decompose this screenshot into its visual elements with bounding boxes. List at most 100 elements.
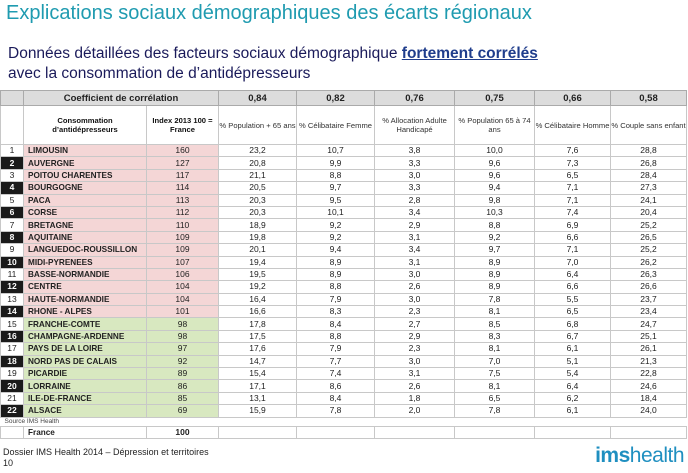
region-index: 160: [146, 143, 219, 158]
region-value: 17,8: [218, 317, 297, 331]
table-row: 4 BOURGOGNE 114 20,5 9,7 3,3 9,4 7,1 27,3: [0, 181, 687, 195]
logo-health: health: [629, 444, 685, 467]
header-row: Consommation d’antidépresseurs Index 2013…: [0, 105, 687, 145]
rank-number: 19: [0, 367, 24, 381]
region-value: 6,5: [454, 391, 535, 406]
table-body: Coefficient de corrélation 0,84 0,82 0,76 0,…: [0, 90, 687, 440]
region-value: 6,8: [534, 317, 611, 331]
france-spacer: [0, 425, 24, 440]
region-value: 9,5: [296, 193, 375, 207]
region-value: 6,7: [534, 329, 611, 344]
region-index: 127: [146, 156, 219, 170]
table-row: 20 LORRAINE 86 17,1 8,6 2,6 8,1 6,4 24,6: [0, 379, 687, 393]
source-row: Source IMS Health: [1, 417, 687, 426]
region-value: 3,0: [374, 168, 455, 183]
region-value: 26,6: [610, 280, 687, 294]
region-value: 6,9: [534, 218, 611, 232]
france-row: France 100: [0, 425, 687, 440]
rank-number: 22: [0, 404, 24, 418]
table-row: 6 CORSE 112 20,3 10,1 3,4 10,3 7,4 20,4: [0, 205, 687, 220]
region-value: 2,0: [374, 404, 455, 418]
region-value: 9,6: [454, 156, 535, 170]
region-value: 6,1: [534, 342, 611, 356]
region-name: AQUITAINE: [23, 230, 147, 245]
region-value: 22,8: [610, 367, 687, 381]
region-name: RHONE - ALPES: [23, 305, 147, 319]
region-value: 2,3: [374, 305, 455, 319]
region-value: 8,4: [296, 391, 375, 406]
region-value: 3,4: [374, 243, 455, 257]
header-column: % Célibataire Femme: [296, 105, 375, 145]
region-value: 7,8: [454, 404, 535, 418]
region-value: 3,4: [374, 205, 455, 220]
coef-spacer: [0, 90, 24, 106]
rank-number: 16: [0, 329, 24, 344]
region-value: 16,6: [218, 305, 297, 319]
table-row: 10 MIDI-PYRENEES 107 19,4 8,9 3,1 8,9 7,0 26,2: [0, 255, 687, 269]
region-value: 8,9: [454, 255, 535, 269]
region-value: 5,4: [534, 367, 611, 381]
rank-number: 10: [0, 255, 24, 269]
region-value: 6,6: [534, 230, 611, 245]
coef-value: 0,82: [296, 90, 375, 106]
region-name: BASSE-NORMANDIE: [23, 267, 147, 282]
coef-value: 0,58: [610, 90, 687, 106]
region-value: 8,3: [296, 305, 375, 319]
region-value: 17,1: [218, 379, 297, 393]
region-value: 24,7: [610, 317, 687, 331]
region-value: 21,3: [610, 354, 687, 369]
region-value: 15,9: [218, 404, 297, 418]
table-row: 19 PICARDIE 89 15,4 7,4 3,1 7,5 5,4 22,8: [0, 367, 687, 381]
rank-number: 14: [0, 305, 24, 319]
rank-number: 6: [0, 205, 24, 220]
region-index: 112: [146, 205, 219, 220]
region-name: HAUTE-NORMANDIE: [23, 292, 147, 307]
region-value: 8,3: [454, 329, 535, 344]
region-value: 2,9: [374, 218, 455, 232]
region-name: CHAMPAGNE-ARDENNE: [23, 329, 147, 344]
region-index: 69: [146, 404, 219, 418]
region-name: BOURGOGNE: [23, 181, 147, 195]
region-name: PACA: [23, 193, 147, 207]
region-value: 23,2: [218, 143, 297, 158]
correlation-table: Coefficient de corrélation 0,84 0,82 0,76 0,…: [0, 90, 687, 440]
rank-number: 4: [0, 181, 24, 195]
region-name: LIMOUSIN: [23, 143, 147, 158]
region-value: 7,1: [534, 193, 611, 207]
region-value: 9,7: [454, 243, 535, 257]
header-column: % Allocation Adulte Handicapé: [374, 105, 455, 145]
region-index: 86: [146, 379, 219, 393]
region-index: 106: [146, 267, 219, 282]
region-value: 20,5: [218, 181, 297, 195]
region-value: 9,2: [296, 230, 375, 245]
ims-health-logo: imshealth: [595, 444, 684, 468]
coef-value: 0,66: [534, 90, 611, 106]
region-value: 8,9: [454, 280, 535, 294]
region-index: 110: [146, 218, 219, 232]
footer: Dossier IMS Health 2014 – Dépression et …: [3, 447, 209, 469]
france-label: France: [23, 425, 147, 440]
region-value: 9,4: [454, 181, 535, 195]
region-value: 9,7: [296, 181, 375, 195]
region-name: CORSE: [23, 205, 147, 220]
table-row: 11 BASSE-NORMANDIE 106 19,5 8,9 3,0 8,9 6,4 26,3: [0, 267, 687, 282]
coef-label: Coefficient de corrélation: [23, 90, 219, 106]
region-value: 19,2: [218, 280, 297, 294]
region-value: 3,8: [374, 143, 455, 158]
rank-number: 13: [0, 292, 24, 307]
page-number: 10: [3, 458, 14, 468]
region-index: 101: [146, 305, 219, 319]
france-empty: [534, 425, 611, 440]
region-value: 9,9: [296, 156, 375, 170]
header-spacer: [0, 105, 24, 145]
rank-number: 1: [0, 143, 24, 158]
table-row: 1 LIMOUSIN 160 23,2 10,7 3,8 10,0 7,6 28,8: [0, 143, 687, 158]
france-empty: [454, 425, 535, 440]
region-name: LORRAINE: [23, 379, 147, 393]
region-index: 98: [146, 329, 219, 344]
region-value: 7,5: [454, 367, 535, 381]
region-name: ALSACE: [23, 404, 147, 418]
region-name: AUVERGNE: [23, 156, 147, 170]
region-name: POITOU CHARENTES: [23, 168, 147, 183]
region-value: 2,3: [374, 342, 455, 356]
